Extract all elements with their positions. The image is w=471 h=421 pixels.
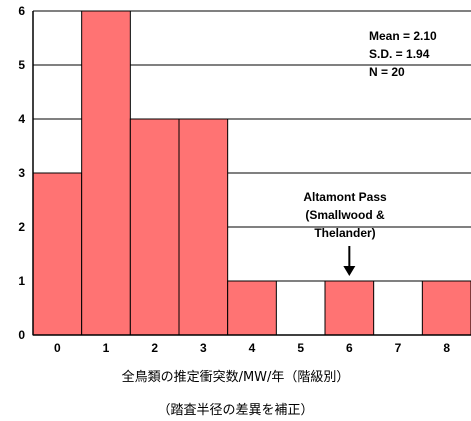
bar-6: [324, 280, 375, 336]
x-tick-1: 1: [103, 341, 110, 355]
x-tick-4: 4: [249, 341, 256, 355]
x-axis-label: 全鳥類の推定衝突数/MW/年（階級別）: [121, 370, 350, 385]
y-tick-2: 2: [18, 220, 25, 234]
y-tick-3: 3: [18, 166, 25, 180]
bar-1: [81, 10, 131, 336]
bars: [32, 10, 471, 336]
annotation-arrow-head: [343, 266, 356, 276]
y-tick-1: 1: [18, 274, 25, 288]
bar-0: [32, 172, 83, 336]
x-tick-2: 2: [151, 341, 158, 355]
annotation-line-3: Thelander): [314, 226, 375, 240]
stats-n: N = 20: [369, 65, 405, 79]
stats-sd: S.D. = 1.94: [369, 47, 430, 61]
annotation-line-1: Altamont Pass: [303, 190, 387, 204]
bar-4: [227, 280, 277, 336]
y-tick-5: 5: [18, 58, 25, 72]
stats-box: Mean = 2.10 S.D. = 1.94 N = 20: [369, 29, 437, 79]
x-tick-3: 3: [200, 341, 207, 355]
x-tick-6: 6: [346, 341, 353, 355]
x-axis-subtitle: （踏査半径の差異を補正）: [157, 403, 314, 418]
stats-mean: Mean = 2.10: [369, 29, 437, 43]
y-tick-0: 0: [18, 328, 25, 342]
annotation: Altamont Pass (Smallwood & Thelander): [303, 190, 387, 276]
bar-8: [421, 280, 471, 336]
x-tick-7: 7: [395, 341, 402, 355]
bar-2: [129, 118, 180, 336]
y-tick-4: 4: [18, 112, 25, 126]
bar-3: [178, 118, 229, 336]
x-tick-0: 0: [54, 341, 61, 355]
x-tick-labels: 0 1 2 3 4 5 6 7 8: [54, 341, 450, 355]
axes: [32, 11, 471, 336]
x-tick-5: 5: [297, 341, 304, 355]
x-tick-8: 8: [443, 341, 450, 355]
y-tick-6: 6: [18, 4, 25, 18]
y-tick-labels: 0 1 2 3 4 5 6: [18, 4, 25, 342]
annotation-line-2: (Smallwood &: [305, 208, 385, 222]
